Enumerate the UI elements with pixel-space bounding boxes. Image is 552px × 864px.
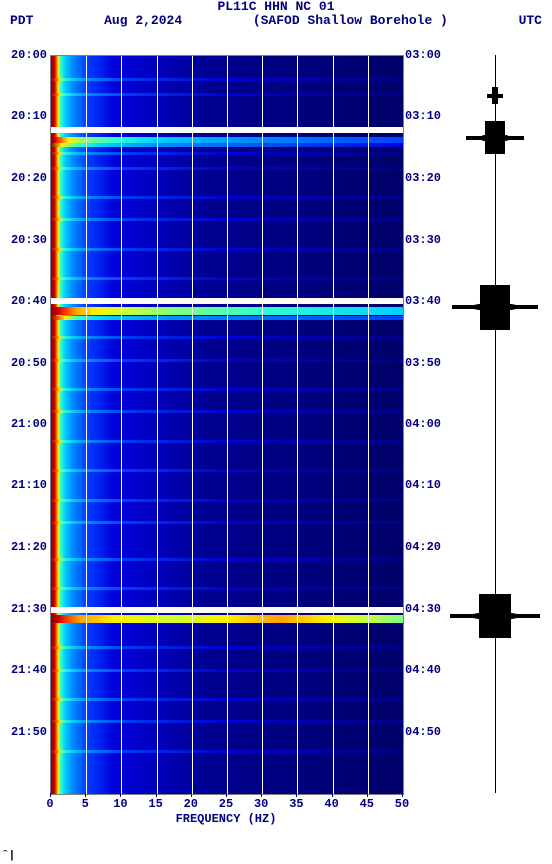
x-tick-mark — [332, 793, 333, 797]
pdt-time-tick: 21:10 — [11, 478, 47, 492]
pdt-time-tick: 20:20 — [11, 171, 47, 185]
x-tick-label: 45 — [360, 797, 374, 811]
pdt-time-tick: 20:50 — [11, 356, 47, 370]
pdt-time-tick: 20:10 — [11, 109, 47, 123]
x-tick-label: 0 — [46, 797, 53, 811]
seismogram-burst-core — [470, 612, 520, 620]
x-tick-mark — [50, 793, 51, 797]
x-axis-label: FREQUENCY (HZ) — [50, 812, 402, 826]
panel-gap — [51, 127, 403, 133]
gridline-vertical — [86, 56, 87, 794]
tz-right-label: UTC — [519, 14, 542, 28]
gridline-vertical — [121, 56, 122, 794]
seismogram-sidebar — [450, 55, 540, 793]
utc-time-tick: 04:00 — [405, 417, 441, 431]
x-tick-label: 40 — [324, 797, 338, 811]
pdt-time-tick: 21:50 — [11, 725, 47, 739]
spectrogram-plot — [50, 55, 404, 795]
pdt-time-tick: 20:30 — [11, 233, 47, 247]
pdt-time-tick: 21:20 — [11, 540, 47, 554]
gridline-vertical — [227, 56, 228, 794]
utc-time-tick: 03:40 — [405, 294, 441, 308]
seismogram-burst-core — [471, 303, 518, 311]
utc-time-tick: 03:50 — [405, 356, 441, 370]
pdt-time-tick: 21:30 — [11, 602, 47, 616]
x-tick-mark — [120, 793, 121, 797]
x-tick-mark — [156, 793, 157, 797]
utc-time-tick: 03:30 — [405, 233, 441, 247]
utc-time-tick: 04:50 — [405, 725, 441, 739]
pdt-time-tick: 20:00 — [11, 48, 47, 62]
x-tick-label: 15 — [148, 797, 162, 811]
x-tick-mark — [85, 793, 86, 797]
utc-time-tick: 04:10 — [405, 478, 441, 492]
utc-time-tick: 03:20 — [405, 171, 441, 185]
x-tick-mark — [402, 793, 403, 797]
utc-time-tick: 03:00 — [405, 48, 441, 62]
utc-time-tick: 04:40 — [405, 663, 441, 677]
utc-time-tick: 04:20 — [405, 540, 441, 554]
gridline-vertical — [297, 56, 298, 794]
panel-gap — [51, 607, 403, 613]
x-tick-mark — [226, 793, 227, 797]
pdt-time-tick: 20:40 — [11, 294, 47, 308]
gridline-vertical — [368, 56, 369, 794]
x-tick-label: 5 — [82, 797, 89, 811]
x-tick-label: 35 — [289, 797, 303, 811]
x-tick-label: 25 — [219, 797, 233, 811]
utc-time-tick: 04:30 — [405, 602, 441, 616]
seismogram-burst-core — [479, 134, 511, 142]
station-label: (SAFOD Shallow Borehole ) — [253, 14, 448, 28]
footer-glyph: ˆ| — [2, 850, 15, 862]
x-tick-mark — [191, 793, 192, 797]
x-tick-mark — [296, 793, 297, 797]
x-tick-label: 50 — [395, 797, 409, 811]
gridline-vertical — [262, 56, 263, 794]
chart-subtitle-row: PDT Aug 2,2024 (SAFOD Shallow Borehole )… — [0, 14, 552, 28]
chart-header: PL11C HHN NC 01 PDT Aug 2,2024 (SAFOD Sh… — [0, 0, 552, 28]
tz-left-label: PDT — [10, 14, 33, 28]
x-tick-label: 10 — [113, 797, 127, 811]
chart-title: PL11C HHN NC 01 — [0, 0, 552, 14]
seismogram-burst-core — [491, 92, 500, 100]
panel-gap — [51, 298, 403, 304]
gridline-vertical — [157, 56, 158, 794]
gridline-vertical — [333, 56, 334, 794]
seismogram-baseline — [495, 55, 496, 793]
gridline-vertical — [192, 56, 193, 794]
pdt-time-tick: 21:40 — [11, 663, 47, 677]
x-tick-mark — [261, 793, 262, 797]
pdt-time-tick: 21:00 — [11, 417, 47, 431]
utc-time-tick: 03:10 — [405, 109, 441, 123]
x-tick-mark — [367, 793, 368, 797]
x-tick-label: 30 — [254, 797, 268, 811]
x-tick-label: 20 — [184, 797, 198, 811]
date-label: Aug 2,2024 — [104, 14, 182, 28]
